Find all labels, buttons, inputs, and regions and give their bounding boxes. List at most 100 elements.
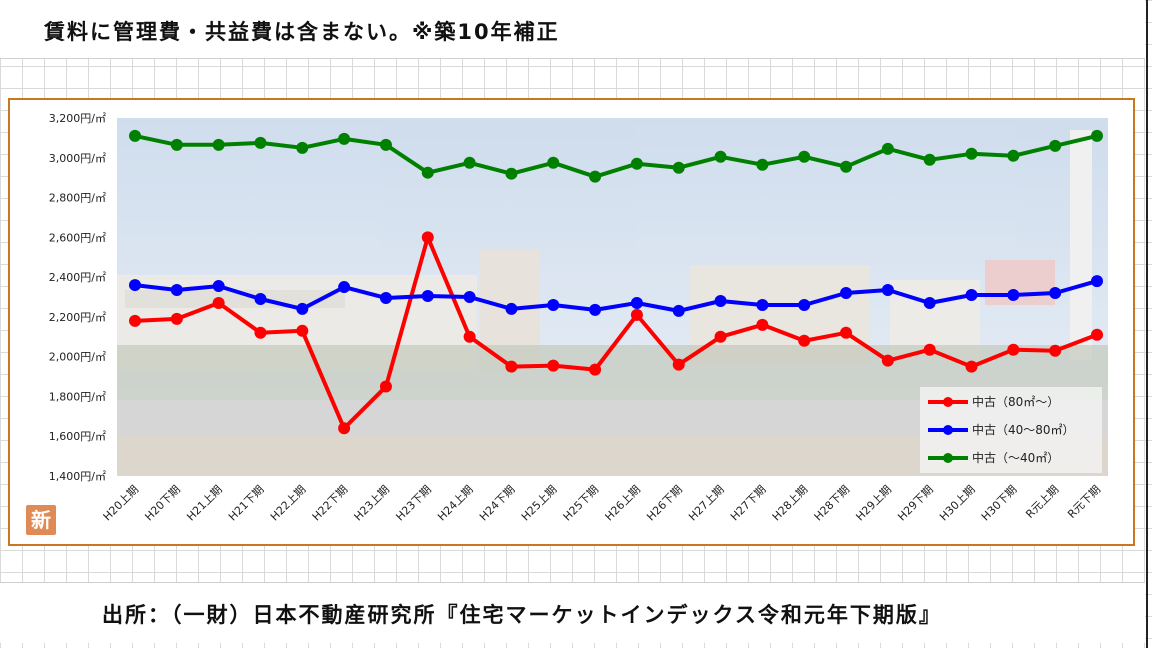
data-point [881, 354, 894, 367]
y-tick-label: 1,600円/㎡ [49, 430, 106, 443]
y-tick-label: 3,000円/㎡ [49, 152, 106, 165]
data-point [923, 343, 936, 356]
data-point [505, 167, 518, 180]
data-point [714, 294, 727, 307]
data-point [379, 138, 392, 151]
data-point [338, 132, 351, 145]
data-point [756, 318, 769, 331]
data-point [1007, 343, 1020, 356]
data-point [881, 142, 894, 155]
data-point [463, 291, 476, 303]
data-point [170, 312, 183, 325]
data-point [1049, 344, 1062, 357]
data-point [1049, 287, 1062, 300]
data-point [756, 158, 769, 171]
data-point [923, 153, 936, 166]
data-point [840, 160, 853, 173]
data-point [254, 136, 267, 149]
x-tick-label: H27下期 [728, 483, 769, 524]
source-note-bar: 出所：（一財）日本不動産研究所『住宅マーケットインデックス令和元年下期版』 [0, 582, 1145, 643]
legend-swatch-marker [943, 453, 953, 463]
data-point [547, 298, 560, 311]
data-point [170, 284, 183, 297]
data-point [923, 296, 936, 309]
x-tick-label: H20下期 [142, 483, 183, 524]
data-point [296, 141, 309, 154]
source-text: 出所：（一財）日本不動産研究所『住宅マーケットインデックス令和元年下期版』 [102, 603, 942, 627]
x-tick-label: H21下期 [226, 483, 267, 524]
data-point [547, 359, 560, 372]
legend-swatch-marker [943, 425, 953, 435]
data-point [254, 292, 267, 305]
rent-line-chart: 3,200円/㎡ 3,000円/㎡ 2,800円/㎡ 2,600円/㎡ 2,400円/㎡… [49, 112, 1108, 524]
data-point [714, 150, 727, 163]
data-point [212, 138, 225, 151]
data-point [338, 281, 351, 294]
y-tick-label: 2,000円/㎡ [49, 351, 106, 364]
x-tick-label: R元下期 [1065, 483, 1103, 521]
data-point [129, 129, 141, 142]
data-point [1007, 289, 1020, 302]
data-point [1091, 328, 1103, 341]
data-point [672, 358, 685, 371]
data-point [840, 326, 853, 339]
data-point [798, 298, 811, 311]
background-photo [117, 118, 1108, 476]
series-line [133, 279, 1099, 313]
data-point [756, 298, 769, 311]
data-point [798, 334, 811, 347]
data-point [1091, 129, 1103, 142]
series-layer [129, 129, 1103, 435]
data-point [589, 303, 602, 316]
series-0 [129, 231, 1103, 435]
data-point [296, 302, 309, 315]
x-tick-label: H24下期 [477, 483, 518, 524]
rent-note-text: 賃料に管理費・共益費は含まない。※築10年補正 [44, 20, 560, 44]
series-1 [129, 275, 1103, 317]
data-point [379, 291, 392, 304]
data-point [714, 330, 727, 343]
data-point [296, 324, 309, 337]
x-tick-label: H25下期 [561, 483, 602, 524]
data-point [672, 304, 685, 317]
data-point [965, 147, 978, 160]
data-point [965, 360, 978, 373]
x-tick-label: H30上期 [937, 483, 978, 524]
x-tick-label: R元上期 [1023, 483, 1061, 521]
shin-badge: 新 [26, 505, 56, 535]
y-tick-label: 2,800円/㎡ [49, 192, 106, 205]
x-tick-label: H29上期 [853, 483, 894, 524]
data-point [630, 308, 643, 321]
x-tick-label: H25上期 [519, 483, 560, 524]
x-tick-label: H27上期 [686, 483, 727, 524]
legend-label: 中古（80㎡～） [972, 394, 1059, 409]
data-point [212, 296, 225, 309]
x-tick-label: H30下期 [979, 483, 1020, 524]
x-tick-label: H21上期 [184, 483, 225, 524]
data-point [589, 363, 602, 376]
legend-label: 中古（～40㎡） [972, 450, 1059, 465]
y-tick-label: 2,600円/㎡ [49, 231, 106, 244]
x-tick-label: H20上期 [101, 483, 142, 524]
x-tick-label: H23下期 [393, 483, 434, 524]
data-point [421, 231, 434, 244]
y-tick-label: 2,200円/㎡ [49, 311, 106, 324]
data-point [589, 170, 602, 183]
y-tick-label: 3,200円/㎡ [49, 112, 106, 125]
data-point [1049, 139, 1062, 152]
data-point [630, 157, 643, 170]
data-point [170, 138, 183, 151]
data-point [798, 150, 811, 163]
y-axis: 3,200円/㎡ 3,000円/㎡ 2,800円/㎡ 2,600円/㎡ 2,400円/㎡… [49, 112, 106, 483]
legend-swatch-marker [943, 397, 953, 407]
data-point [254, 326, 267, 339]
data-point [547, 156, 560, 169]
data-point [421, 290, 434, 303]
data-point [212, 280, 225, 293]
header-note-bar: 賃料に管理費・共益費は含まない。※築10年補正 [0, 0, 1145, 59]
chart-legend: 中古（80㎡～） 中古（40～80㎡） 中古（～40㎡） [920, 387, 1102, 473]
series-line [133, 235, 1099, 431]
data-point [1091, 275, 1103, 288]
y-tick-label: 2,400円/㎡ [49, 271, 106, 284]
x-tick-label: H23上期 [352, 483, 393, 524]
